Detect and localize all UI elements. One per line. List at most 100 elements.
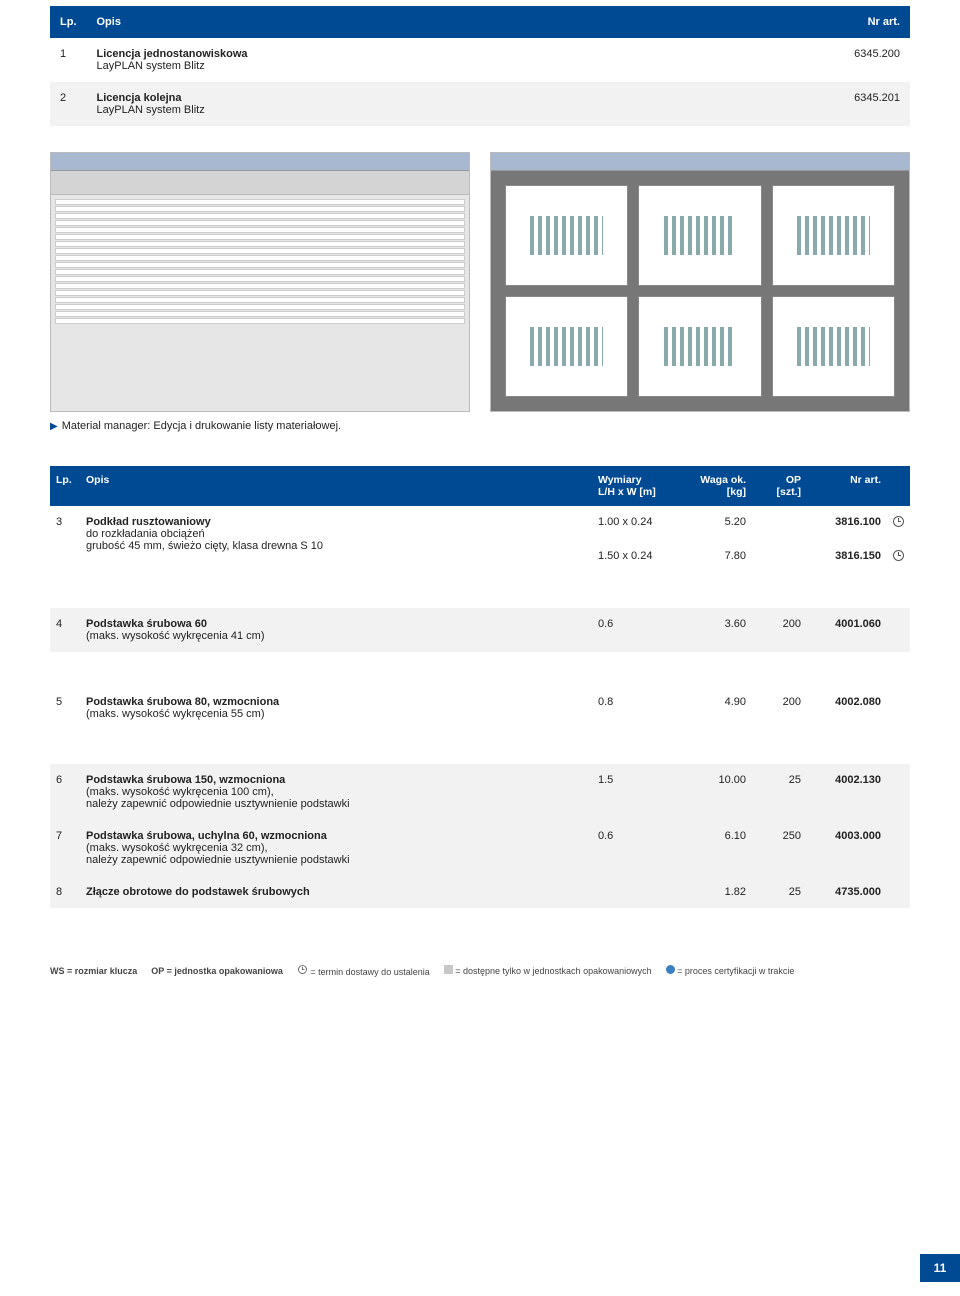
th-dim: WymiaryL/H x W [m]: [592, 466, 682, 506]
cell-weight: 4.90: [682, 686, 752, 730]
cell-dim: 0.6: [592, 608, 682, 652]
legend-ws: WS = rozmiar klucza: [50, 966, 137, 976]
th-op: OP[szt.]: [752, 466, 807, 506]
cell-weight: 3.60: [682, 608, 752, 652]
cell-dim: 1.50 x 0.24: [592, 540, 682, 574]
row-title: Podstawka śrubowa 80, wzmocniona: [86, 696, 586, 708]
screenshot-row: [50, 152, 910, 412]
row-num: 5: [50, 686, 80, 730]
th-wt: Waga ok.[kg]: [682, 466, 752, 506]
page-thumb: [638, 296, 761, 397]
cell-dim: 1.00 x 0.24: [592, 506, 682, 540]
cell-icon: [887, 876, 910, 908]
cell-weight: 7.80: [682, 540, 752, 574]
row-title: Podstawka śrubowa 150, wzmocniona: [86, 774, 586, 786]
cell-icon: [887, 506, 910, 540]
th-icon: [887, 466, 910, 506]
table-row: 5Podstawka śrubowa 80, wzmocniona(maks. …: [50, 686, 910, 730]
row-title: Podstawka śrubowa, uchylna 60, wzmocnion…: [86, 830, 586, 842]
clock-icon: [298, 965, 307, 974]
table-row: 1 Licencja jednostanowiskowa LayPLAN sys…: [50, 38, 910, 82]
cell-art: 4002.080: [807, 686, 887, 730]
table-row: 3Podkład rusztowaniowydo rozkładania obc…: [50, 506, 910, 540]
row-sub2: należy zapewnić odpowiednie usztywnienie…: [86, 854, 586, 866]
window-titlebar: [51, 153, 469, 171]
row-title: Podstawka śrubowa 60: [86, 618, 586, 630]
row-title: Podkład rusztowaniowy: [86, 516, 586, 528]
row-desc: Złącze obrotowe do podstawek śrubowych: [80, 876, 592, 908]
legend-clock: = termin dostawy do ustalenia: [297, 964, 430, 977]
cell-op: 250: [752, 820, 807, 876]
cell-weight: 1.82: [682, 876, 752, 908]
product-table: Lp. Opis WymiaryL/H x W [m] Waga ok.[kg]…: [50, 466, 910, 908]
cell-op: 200: [752, 608, 807, 652]
cell-art: 3816.100: [807, 506, 887, 540]
row-title: Licencja jednostanowiskowa: [97, 48, 781, 60]
row-desc: Podstawka śrubowa 60(maks. wysokość wykr…: [80, 608, 592, 652]
row-desc: Podstawka śrubowa 150, wzmocniona(maks. …: [80, 764, 592, 820]
page-thumb: [772, 185, 895, 286]
license-table: Lp. Opis Nr art. 1 Licencja jednostanowi…: [50, 6, 910, 126]
cell-icon: [887, 608, 910, 652]
row-num: 6: [50, 764, 80, 820]
cell-op: [752, 540, 807, 574]
row-num: 3: [50, 506, 80, 574]
page-thumb: [638, 185, 761, 286]
row-num: 4: [50, 608, 80, 652]
row-sub2: należy zapewnić odpowiednie usztywnienie…: [86, 798, 586, 810]
cell-icon: [887, 686, 910, 730]
row-sub: do rozkładania obciążeń: [86, 528, 586, 540]
spacer-row: [50, 730, 910, 764]
row-num: 1: [50, 38, 87, 82]
cell-op: 200: [752, 686, 807, 730]
legend-op: OP = jednostka opakowaniowa: [151, 966, 283, 976]
cell-weight: 6.10: [682, 820, 752, 876]
cell-op: [752, 506, 807, 540]
blue-circle-icon: [666, 965, 675, 974]
cell-dim: 0.6: [592, 820, 682, 876]
row-sub: (maks. wysokość wykręcenia 41 cm): [86, 630, 586, 642]
legend-grey: = dostępne tylko w jednostkach opakowani…: [444, 965, 652, 976]
th-lp: Lp.: [50, 466, 80, 506]
row-num: 7: [50, 820, 80, 876]
table-row: 4Podstawka śrubowa 60(maks. wysokość wyk…: [50, 608, 910, 652]
cell-weight: 5.20: [682, 506, 752, 540]
cell-dim: [592, 876, 682, 908]
screenshot-caption: ▶ Material manager: Edycja i drukowanie …: [50, 420, 910, 432]
data-grid: [51, 195, 469, 411]
row-sub: (maks. wysokość wykręcenia 32 cm),: [86, 842, 586, 854]
page-number: 11: [920, 1254, 960, 1282]
cell-icon: [887, 820, 910, 876]
caption-arrow-icon: ▶: [50, 421, 58, 432]
row-desc: Podstawka śrubowa 80, wzmocniona(maks. w…: [80, 686, 592, 730]
footer-legend: WS = rozmiar klucza OP = jednostka opako…: [50, 964, 910, 977]
screenshot-print-preview: [490, 152, 910, 412]
row-sub2: grubość 45 mm, świeżo cięty, klasa drewn…: [86, 540, 586, 552]
cell-weight: 10.00: [682, 764, 752, 820]
window-titlebar: [491, 153, 909, 171]
row-sub: (maks. wysokość wykręcenia 55 cm): [86, 708, 586, 720]
cell-icon: [887, 540, 910, 574]
spacer-row: [50, 574, 910, 608]
cell-art: 4003.000: [807, 820, 887, 876]
th-opis: Opis: [80, 466, 592, 506]
cell-dim: 1.5: [592, 764, 682, 820]
cell-op: 25: [752, 764, 807, 820]
row-title: Złącze obrotowe do podstawek śrubowych: [86, 886, 586, 898]
row-desc: Licencja kolejna LayPLAN system Blitz: [87, 82, 791, 126]
page-thumb: [505, 296, 628, 397]
row-sub: (maks. wysokość wykręcenia 100 cm),: [86, 786, 586, 798]
caption-text: Material manager: Edycja i drukowanie li…: [62, 420, 341, 432]
cell-art: 3816.150: [807, 540, 887, 574]
row-desc: Podstawka śrubowa, uchylna 60, wzmocnion…: [80, 820, 592, 876]
row-sub: LayPLAN system Blitz: [97, 104, 781, 116]
th-nrart: Nr art.: [790, 6, 910, 38]
row-desc: Podkład rusztowaniowydo rozkładania obci…: [80, 506, 592, 574]
window-toolbar: [51, 171, 469, 195]
row-sub: LayPLAN system Blitz: [97, 60, 781, 72]
cell-art: 4735.000: [807, 876, 887, 908]
th-art: Nr art.: [807, 466, 887, 506]
cell-art: 4002.130: [807, 764, 887, 820]
row-title: Licencja kolejna: [97, 92, 781, 104]
th-lp: Lp.: [50, 6, 87, 38]
